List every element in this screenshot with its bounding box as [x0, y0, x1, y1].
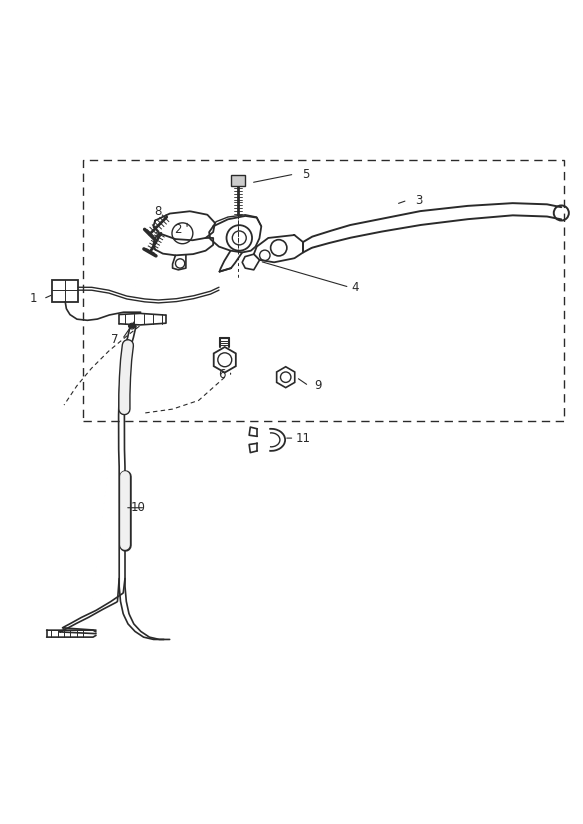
Text: 11: 11	[296, 432, 311, 445]
Text: 10: 10	[131, 501, 145, 514]
Text: 6: 6	[218, 368, 226, 381]
Circle shape	[129, 323, 135, 329]
Bar	[83, 160, 564, 421]
Bar	[231, 176, 245, 185]
Bar	[52, 279, 78, 302]
Text: 2: 2	[174, 222, 182, 236]
Text: 4: 4	[352, 281, 359, 293]
Text: 8: 8	[154, 205, 161, 218]
Text: 9: 9	[314, 379, 321, 392]
Text: 7: 7	[111, 333, 118, 346]
Text: 5: 5	[303, 167, 310, 180]
Text: 3: 3	[416, 194, 423, 207]
Text: 1: 1	[30, 293, 37, 306]
